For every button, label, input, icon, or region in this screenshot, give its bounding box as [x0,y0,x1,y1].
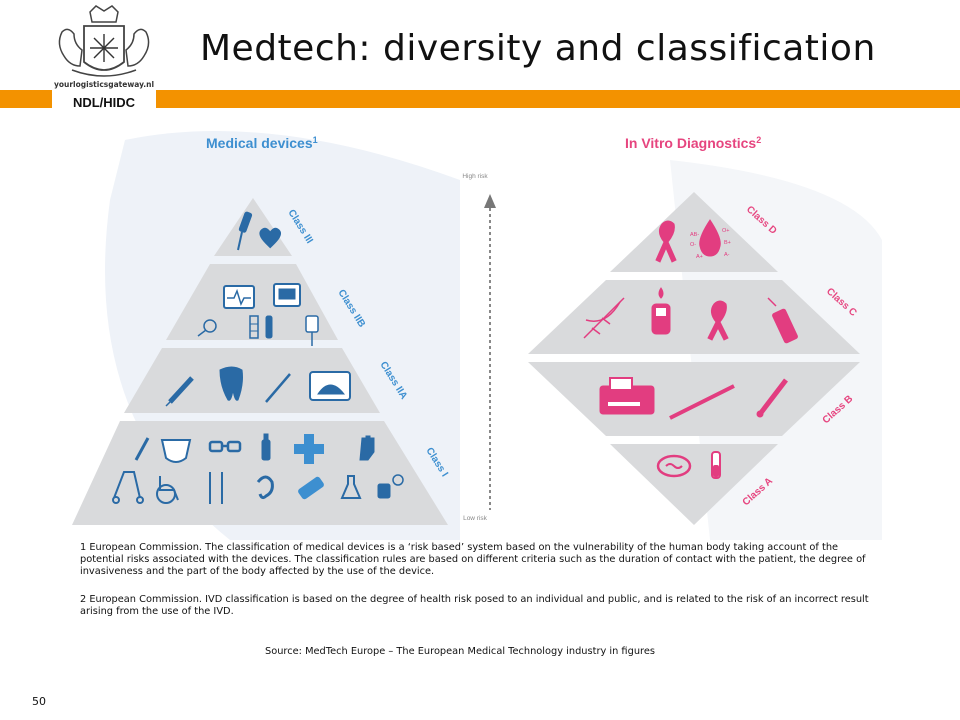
glasses-icon [208,440,242,453]
ecg-monitor-icon [223,285,255,309]
footnote-2: 2 European Commission. IVD classificatio… [80,594,869,617]
blood-type-abneg: AB- [690,232,699,238]
cross-icon [294,434,324,464]
thermometer-icon [134,437,150,461]
high-risk-label: High risk [462,173,488,180]
stent-icon [249,315,259,339]
hearing-aid-icon [256,475,274,500]
petri-dish-icon [656,454,692,478]
crutches-icon [209,472,223,504]
risk-arrow-head [484,194,496,208]
logo-url: yourlogisticsgateway.nl [53,80,155,89]
dna-icon [583,297,625,339]
low-risk-label: Low risk [463,515,488,522]
tooth-icon [219,366,243,401]
medical-devices-sup: 1 [313,135,318,145]
test-tube-icon [711,451,721,479]
ivd-heading: In Vitro Diagnostics [625,135,756,151]
footnote-1: 1 European Commission. The classificatio… [80,542,866,577]
thermometer-icon [756,378,788,418]
class-c-tier [528,280,860,354]
page-title: Medtech: diversity and classification [200,28,876,69]
pacemaker-heart-icon [259,227,281,249]
bandage-icon [298,476,324,500]
blood-type-oneg: O- [690,242,696,248]
medical-devices-heading: Medical devices [206,135,313,151]
class-a-tier [610,444,778,525]
syringe-icon [165,376,194,407]
rollator-icon [112,471,144,504]
blood-type-apos: A+ [696,254,703,260]
header-accent-bar-left [0,90,52,108]
diaper-icon [160,439,192,463]
org-badge: NDL/HIDC [52,92,156,114]
page-number: 50 [32,695,46,708]
pipette-icon [669,384,735,420]
blood-type-opos: O+ [722,228,730,234]
class-d-tier [610,192,778,272]
header-accent-bar [156,90,960,108]
ultrasound-icon [309,371,351,401]
blood-drop-icon [699,219,721,257]
source-citation: Source: MedTech Europe – The European Me… [265,646,655,657]
ivd-sup: 2 [756,135,761,145]
svg-text:In Vitro Diagnostics2: In Vitro Diagnostics2 [625,135,761,151]
test-strip-icon [767,297,798,344]
blood-pressure-icon [377,474,404,499]
contact-lens-icon [197,319,217,337]
svg-text:Medical devices1: Medical devices1 [206,135,318,151]
scalpel-icon [265,373,291,403]
spray-bottle-icon [261,433,271,461]
blood-type-bpos: B+ [724,240,731,246]
glucose-meter-icon [651,287,671,335]
prosthetic-leg-icon [237,211,253,251]
flask-icon [340,475,362,499]
wheelchair-icon [156,476,179,504]
implant-icon [265,315,273,339]
glove-icon [359,435,375,461]
iv-bag-icon [305,315,319,346]
awareness-ribbon-icon [655,220,677,263]
awareness-ribbon-icon [707,300,729,341]
analyzer-icon [599,377,655,415]
infusion-monitor-icon [273,283,301,307]
blood-type-aneg: A- [724,252,730,258]
classification-diagram: Medical devices1 In Vitro Diagnostics2 C… [72,131,882,540]
crest-logo-icon [58,5,150,77]
